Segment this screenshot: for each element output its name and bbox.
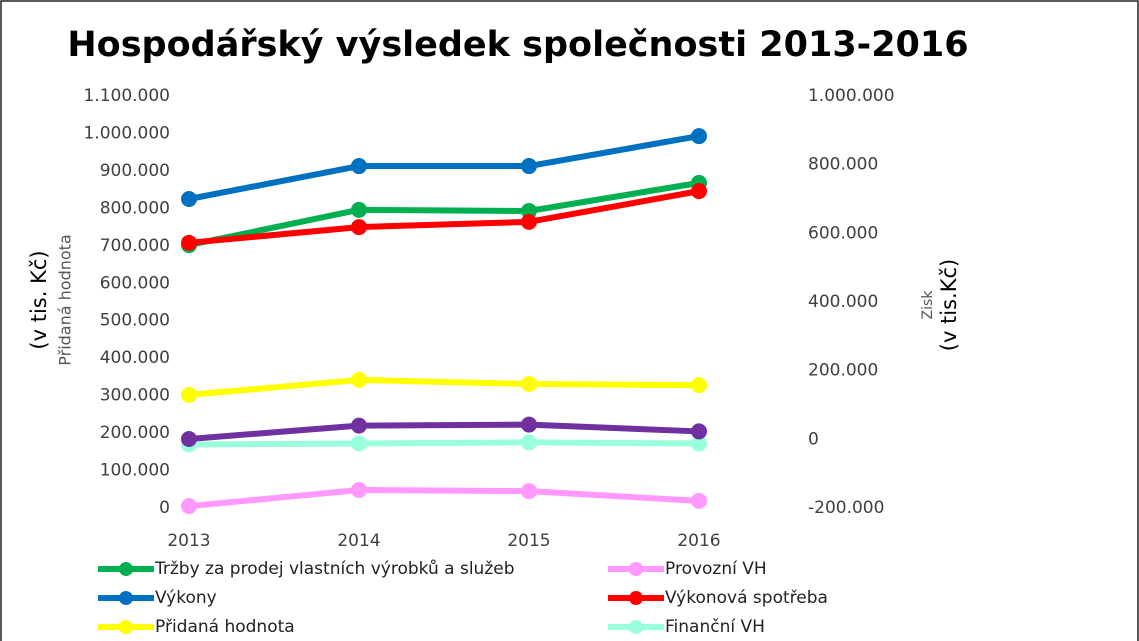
- y-tick-label: 400.000: [100, 348, 170, 368]
- series-line: [188, 133, 700, 202]
- data-point: [351, 201, 367, 218]
- legend-label: Finanční VH: [665, 617, 765, 637]
- x-tick-label: 2016: [677, 531, 720, 551]
- data-point: [521, 213, 537, 230]
- y2-tick-label: 1.000.000: [808, 86, 895, 106]
- data-point: [181, 191, 197, 207]
- legend-marker: [119, 562, 133, 576]
- data-point: [351, 482, 367, 499]
- y-tick-label: 700.000: [100, 236, 170, 256]
- y2-tick-label: 600.000: [808, 223, 878, 243]
- y2-tick-label: 0: [808, 429, 819, 449]
- y2-tick-label: 400.000: [808, 292, 878, 312]
- legend-label: Provozní VH: [665, 559, 767, 579]
- y-tick-label: 1.000.000: [83, 123, 170, 143]
- legend-marker: [119, 620, 133, 634]
- y-tick-label: 800.000: [100, 198, 170, 218]
- series-line: [188, 487, 700, 510]
- data-point: [181, 498, 197, 515]
- data-point: [351, 219, 367, 236]
- y-axis-label: Přidaná hodnota: [56, 234, 75, 365]
- data-point: [521, 416, 537, 433]
- legend-label: Tržby za prodej vlastních výrobků a služ…: [154, 559, 515, 579]
- data-point: [521, 158, 537, 175]
- legend-marker: [629, 591, 643, 605]
- y-tick-label: 1.100.000: [83, 86, 170, 106]
- data-point: [691, 435, 707, 452]
- y2-axis-label: Zisk: [920, 290, 936, 320]
- legend-marker: [119, 591, 133, 605]
- data-point: [351, 417, 367, 434]
- data-point: [521, 434, 537, 451]
- data-point: [181, 430, 197, 447]
- data-point: [351, 371, 367, 388]
- legend-marker: [629, 562, 643, 576]
- x-tick-label: 2015: [507, 531, 550, 551]
- data-point: [691, 492, 707, 509]
- data-point: [691, 128, 707, 145]
- x-tick-label: 2014: [337, 531, 380, 551]
- data-point: [181, 386, 197, 403]
- series-line: [188, 179, 700, 249]
- series-line: [188, 421, 700, 442]
- y-axis-unit: (v tis. Kč): [27, 250, 51, 349]
- legend-marker: [629, 620, 643, 634]
- y2-tick-label: 200.000: [808, 361, 878, 381]
- y-tick-label: 0: [159, 498, 170, 518]
- series-line: [188, 439, 700, 448]
- y2-tick-label: 800.000: [808, 155, 878, 175]
- y-tick-label: 600.000: [100, 273, 170, 293]
- data-point: [521, 376, 537, 393]
- legend-label: Výkonová spotřeba: [665, 588, 828, 608]
- y-tick-label: 200.000: [100, 423, 170, 443]
- chart-title: Hospodářský výsledek společnosti 2013-20…: [67, 25, 968, 65]
- y2-axis-unit: (v tis.Kč): [937, 259, 961, 352]
- data-point: [351, 158, 367, 175]
- data-point: [521, 483, 537, 500]
- legend-label: Výkony: [155, 588, 217, 608]
- data-point: [691, 423, 707, 440]
- y2-tick-label: -200.000: [808, 498, 884, 518]
- series-line: [188, 376, 700, 398]
- data-point: [181, 234, 197, 251]
- y-tick-label: 900.000: [100, 161, 170, 181]
- y-tick-label: 500.000: [100, 311, 170, 331]
- data-point: [351, 435, 367, 452]
- data-point: [691, 183, 707, 200]
- x-tick-label: 2013: [167, 531, 210, 551]
- y-tick-label: 300.000: [100, 386, 170, 406]
- legend-label: Přidaná hodnota: [155, 617, 295, 637]
- series-line: [188, 188, 700, 246]
- y-tick-label: 100.000: [100, 461, 170, 481]
- data-point: [691, 377, 707, 394]
